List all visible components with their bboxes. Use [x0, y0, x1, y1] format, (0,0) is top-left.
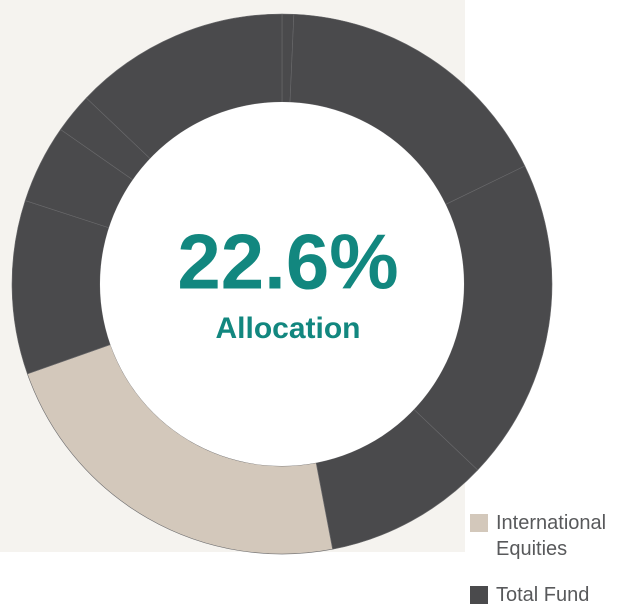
center-caption: Allocation [215, 312, 360, 345]
legend-label: Total Fund [496, 584, 590, 605]
legend-swatch [470, 586, 488, 604]
center-label: 22.6% [177, 218, 398, 306]
legend-swatch [470, 514, 488, 532]
donut-hole [100, 102, 464, 466]
donut-segment [11, 200, 111, 375]
legend-label: International Equities [496, 512, 607, 560]
donut-segment [85, 13, 283, 160]
